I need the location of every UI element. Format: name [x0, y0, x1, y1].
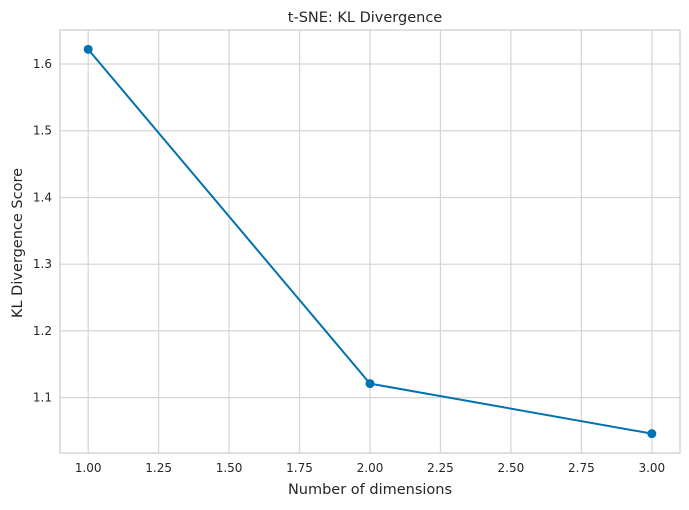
data-point [83, 44, 93, 54]
x-axis-title: Number of dimensions [288, 482, 452, 498]
series-layer [83, 44, 657, 439]
x-tick-label: 2.00 [357, 461, 384, 475]
y-tick-label: 1.3 [33, 257, 52, 271]
y-tick-label: 1.5 [33, 124, 52, 138]
y-tick-label: 1.6 [33, 57, 52, 71]
data-point [647, 429, 657, 439]
x-tick-label: 1.50 [216, 461, 243, 475]
y-axis-title: KL Divergence Score [10, 168, 26, 318]
x-tick-label: 2.50 [498, 461, 525, 475]
chart-title: t-SNE: KL Divergence [288, 10, 443, 26]
x-tick-label: 2.25 [427, 461, 454, 475]
x-tick-label: 1.75 [286, 461, 313, 475]
grid-layer [60, 30, 680, 453]
plot-frame [59, 29, 681, 454]
y-tick-label: 1.2 [33, 324, 52, 338]
y-tick-label: 1.1 [33, 391, 52, 405]
x-tick-label: 2.75 [568, 461, 595, 475]
x-tick-label: 1.00 [75, 461, 102, 475]
x-tick-label: 1.25 [145, 461, 172, 475]
plot-area-border [59, 29, 681, 454]
y-tick-label: 1.4 [33, 190, 52, 204]
data-point [365, 379, 375, 389]
x-axis-ticks: 1.00 1.25 1.50 1.75 2.00 2.25 2.50 2.75 3.00 [75, 461, 665, 475]
x-tick-label: 3.00 [638, 461, 665, 475]
y-axis-ticks: 1.1 1.2 1.3 1.4 1.5 1.6 [33, 57, 52, 405]
